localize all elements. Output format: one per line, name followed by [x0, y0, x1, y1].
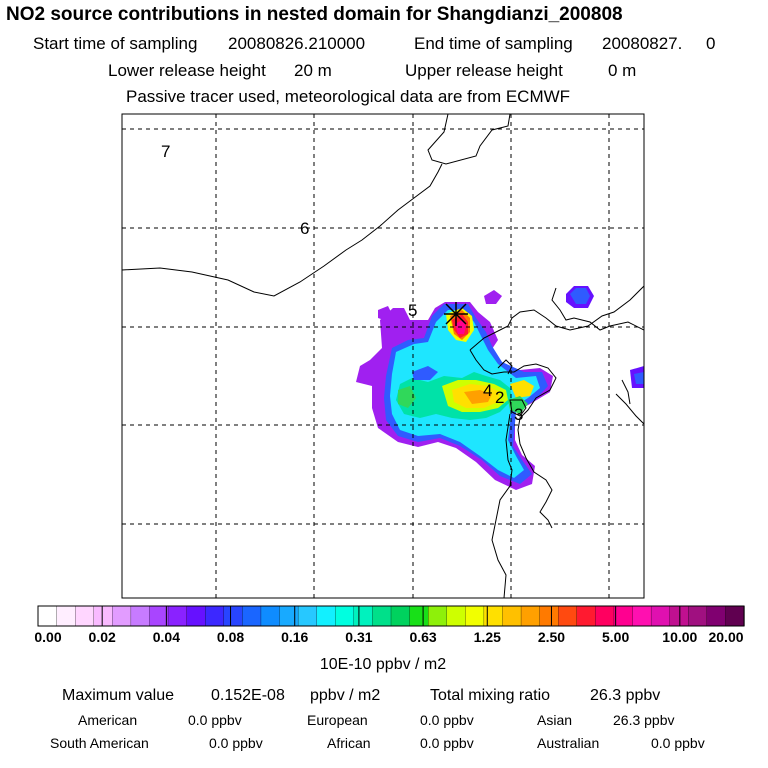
- colorbar-tick-label: 0.04: [152, 629, 180, 645]
- region-australian-value: 0.0 ppbv: [651, 735, 705, 751]
- region-asian-value: 26.3 ppbv: [613, 712, 675, 728]
- colorbar-unit: 10E-10 ppbv / m2: [319, 656, 447, 673]
- region-label-4: 4: [483, 381, 492, 400]
- region-american-value: 0.0 ppbv: [188, 712, 242, 728]
- region-australian-label: Australian: [537, 735, 600, 751]
- plume-isolated-purple-a: [484, 290, 502, 304]
- start-time-value: 20080826.210000: [228, 34, 366, 53]
- upper-release-value: 0 m: [608, 61, 637, 80]
- end-time-label: End time of sampling: [414, 34, 573, 53]
- colorbar-tick-label: 0.00: [34, 629, 62, 645]
- plume-green: [398, 386, 416, 408]
- map-frame: [121, 113, 645, 599]
- upper-release-label: Upper release height: [405, 61, 563, 80]
- region-european-value: 0.0 ppbv: [420, 712, 474, 728]
- plume-patch-east-inner: [634, 372, 644, 384]
- colorbar-tick-label: 5.00: [602, 629, 630, 645]
- colorbar-tick-label: 20.00: [708, 629, 744, 645]
- colorbar-tick-label: 0.31: [345, 629, 373, 645]
- concentration-map: 7 6 5 4 2 3: [121, 113, 645, 599]
- colorbar-tick-label: 1.25: [473, 629, 501, 645]
- region-label-7: 7: [161, 142, 170, 161]
- plot-title: NO2 source contributions in nested domai…: [6, 4, 623, 25]
- region-asian-label: Asian: [537, 712, 573, 728]
- region-label-2: 2: [495, 388, 504, 407]
- end-time-value: 20080827. 0: [602, 34, 716, 53]
- tracer-note: Passive tracer used, meteorological data…: [126, 87, 571, 106]
- plume-blob-left: [412, 366, 438, 380]
- lower-release-value: 20 m: [294, 61, 332, 80]
- colorbar-tick-label: 0.02: [88, 629, 116, 645]
- plume-patch-ne-inner: [570, 288, 590, 304]
- region-label-5: 5: [408, 301, 417, 320]
- colorbar-tick-label: 0.63: [409, 629, 437, 645]
- max-value: 0.152E-08: [211, 687, 285, 704]
- region-african-label: African: [327, 735, 371, 751]
- start-time-label: Start time of sampling: [33, 34, 198, 53]
- plume-layer: [356, 286, 644, 490]
- region-european-label: European: [307, 712, 368, 728]
- total-mixing-ratio-label: Total mixing ratio: [430, 687, 551, 704]
- total-mixing-ratio-value: 26.3 ppbv: [590, 687, 661, 704]
- colorbar-tick-label: 0.16: [281, 629, 309, 645]
- plume-east-yellow: [510, 380, 534, 398]
- region-label-6: 6: [300, 219, 309, 238]
- region-african-value: 0.0 ppbv: [420, 735, 474, 751]
- coastlines: [122, 114, 644, 598]
- lower-release-label: Lower release height: [108, 61, 266, 80]
- colorbar-tick-label: 10.00: [662, 629, 698, 645]
- colorbar-tick-label: 0.08: [216, 629, 245, 645]
- plume-orange: [464, 390, 492, 404]
- region-american-label: American: [78, 712, 138, 728]
- region-label-3: 3: [514, 405, 523, 424]
- station-star-marker: [444, 302, 468, 326]
- plume-isolated-purple-b: [378, 306, 392, 320]
- map-gridlines: [122, 114, 644, 598]
- colorbar-tick-label: 2.50: [537, 629, 566, 645]
- max-value-unit: ppbv / m2: [310, 687, 381, 704]
- region-south-american-label: South American: [50, 735, 149, 751]
- max-value-label: Maximum value: [62, 687, 175, 704]
- region-south-american-value: 0.0 ppbv: [209, 735, 263, 751]
